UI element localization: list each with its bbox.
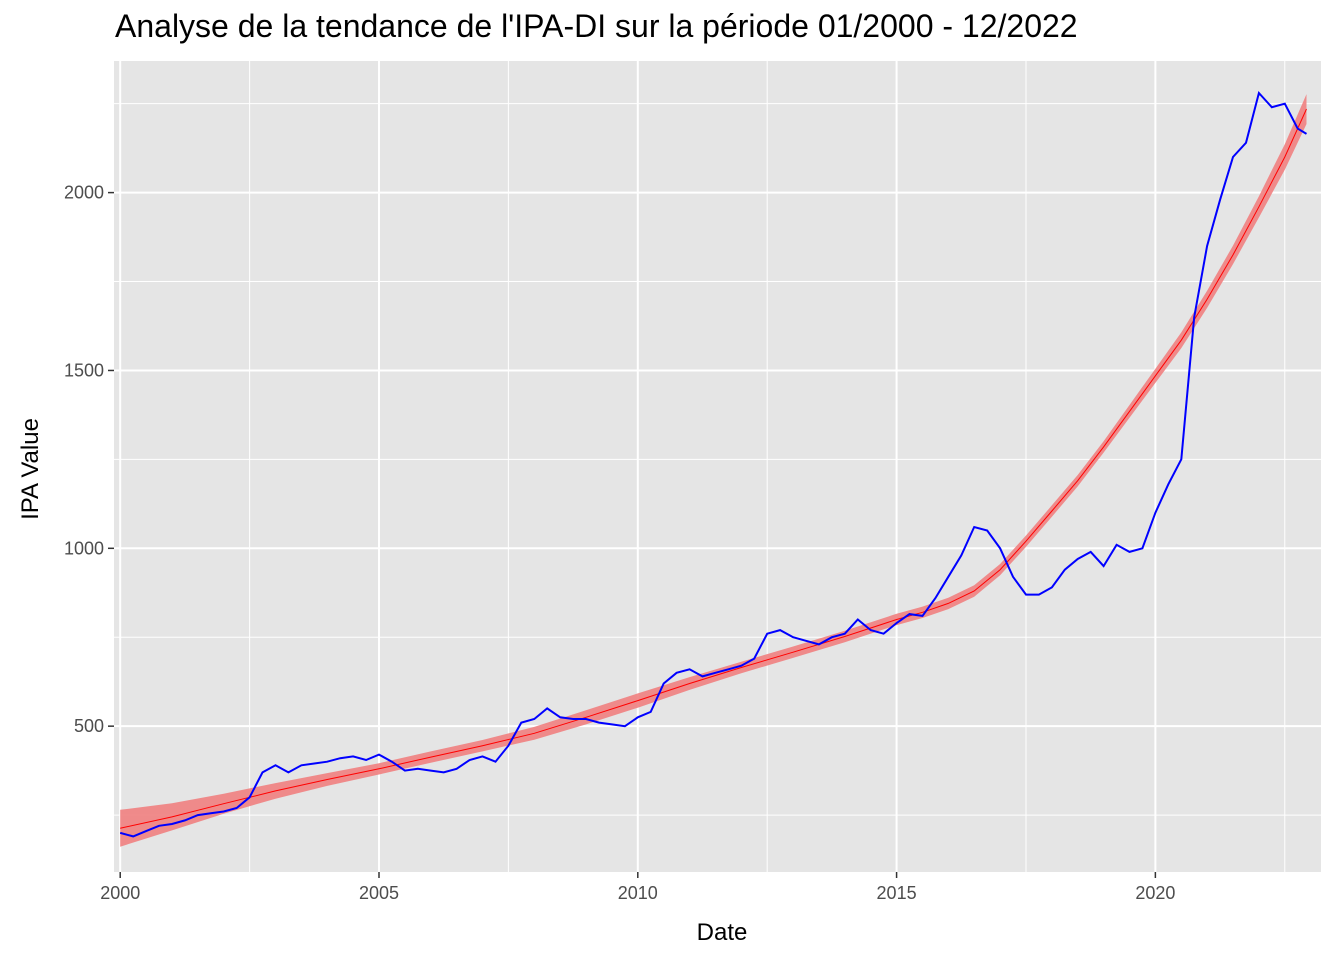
y-tick-label: 2000	[64, 183, 104, 203]
ipa-series-line	[119, 90, 1308, 838]
grid-major	[114, 61, 1321, 872]
x-axis-title: Date	[697, 919, 748, 946]
y-axis-title: IPA Value	[17, 418, 44, 520]
y-tick-label: 1000	[64, 538, 104, 558]
x-tick-label: 2010	[618, 883, 658, 903]
x-tick-label: 2000	[100, 883, 140, 903]
trend-line	[120, 108, 1307, 829]
x-tick-label: 2005	[359, 883, 399, 903]
x-axis-ticks: 2000 2005 2010 2015 2020	[100, 872, 1175, 903]
plot-panel	[114, 61, 1321, 872]
x-tick-label: 2015	[877, 883, 917, 903]
y-tick-label: 1500	[64, 360, 104, 380]
y-axis-ticks: 500 1000 1500 2000	[64, 183, 114, 736]
chart-title: Analyse de la tendance de l'IPA-DI sur l…	[115, 8, 1078, 44]
grid-minor	[114, 61, 1321, 872]
x-tick-label: 2020	[1135, 883, 1175, 903]
y-tick-label: 500	[74, 716, 104, 736]
